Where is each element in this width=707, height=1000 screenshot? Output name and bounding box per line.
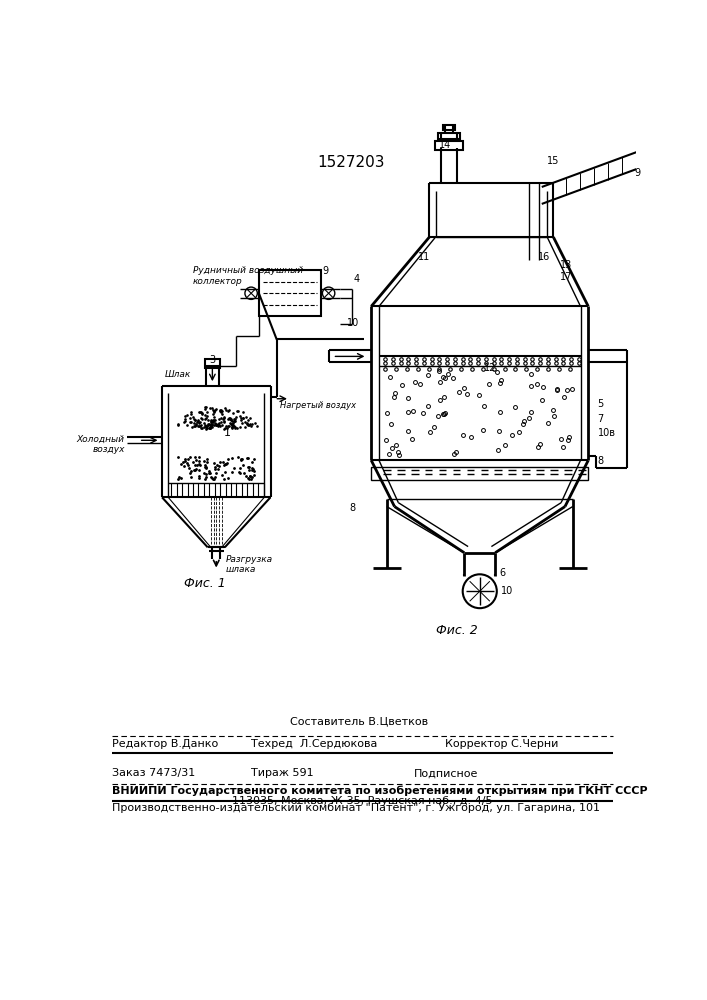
Text: Разгрузка
шлака: Разгрузка шлака — [226, 555, 273, 574]
Text: Производственно-издательский комбинат "Патент", г. Ужгород, ул. Гагарина, 101: Производственно-издательский комбинат "П… — [112, 803, 600, 813]
Text: 3: 3 — [209, 355, 216, 365]
Text: 10: 10 — [501, 586, 513, 596]
Text: 1527203: 1527203 — [317, 155, 385, 170]
Text: Техред  Л.Сердюкова: Техред Л.Сердюкова — [251, 739, 378, 749]
Text: 17: 17 — [559, 272, 572, 282]
Text: Корректор С.Черни: Корректор С.Черни — [445, 739, 559, 749]
Text: 10: 10 — [347, 318, 360, 328]
Text: Фис. 2: Фис. 2 — [436, 624, 477, 637]
Bar — [438, 133, 460, 139]
Bar — [443, 125, 455, 130]
Text: Тираж 591: Тираж 591 — [251, 768, 314, 778]
Text: ВНИИПИ Государственного комитета по изобретениями открытиям при ГКНТ СССР: ВНИИПИ Государственного комитета по изоб… — [112, 785, 647, 796]
Text: 11: 11 — [418, 252, 430, 262]
Text: 9: 9 — [635, 168, 641, 178]
Text: 7: 7 — [597, 414, 604, 424]
Text: 12: 12 — [484, 363, 496, 373]
Text: Нагретый воздух: Нагретый воздух — [280, 401, 356, 410]
Text: Рудничный воздушный
коллектор: Рудничный воздушный коллектор — [193, 266, 303, 286]
Text: 5: 5 — [597, 399, 604, 409]
Text: Фис. 1: Фис. 1 — [184, 577, 226, 590]
Text: 8: 8 — [350, 503, 356, 513]
Text: 15: 15 — [547, 156, 559, 166]
Text: 113035, Москва, Ж-35, Раушская наб., д. 4/5: 113035, Москва, Ж-35, Раушская наб., д. … — [232, 796, 492, 806]
Text: Редактор В.Данко: Редактор В.Данко — [112, 739, 218, 749]
Text: Холодный
воздух: Холодный воздух — [77, 435, 125, 454]
Bar — [204, 359, 220, 368]
Text: 16: 16 — [538, 252, 550, 262]
Text: 10в: 10в — [597, 428, 616, 438]
Text: Заказ 7473/31: Заказ 7473/31 — [112, 768, 195, 778]
Bar — [371, 466, 588, 480]
Text: 1: 1 — [223, 428, 230, 438]
Text: Составитель В.Цветков: Составитель В.Цветков — [290, 717, 428, 727]
Text: 13: 13 — [559, 260, 572, 270]
Text: Подписное: Подписное — [414, 768, 478, 778]
Text: 6: 6 — [499, 568, 506, 578]
Bar — [259, 270, 321, 316]
Text: 4: 4 — [354, 274, 360, 284]
Text: 14: 14 — [439, 140, 451, 150]
Text: 8: 8 — [597, 456, 604, 466]
Text: Шлак: Шлак — [165, 370, 191, 379]
Bar — [435, 141, 462, 150]
Text: 9: 9 — [322, 266, 329, 276]
